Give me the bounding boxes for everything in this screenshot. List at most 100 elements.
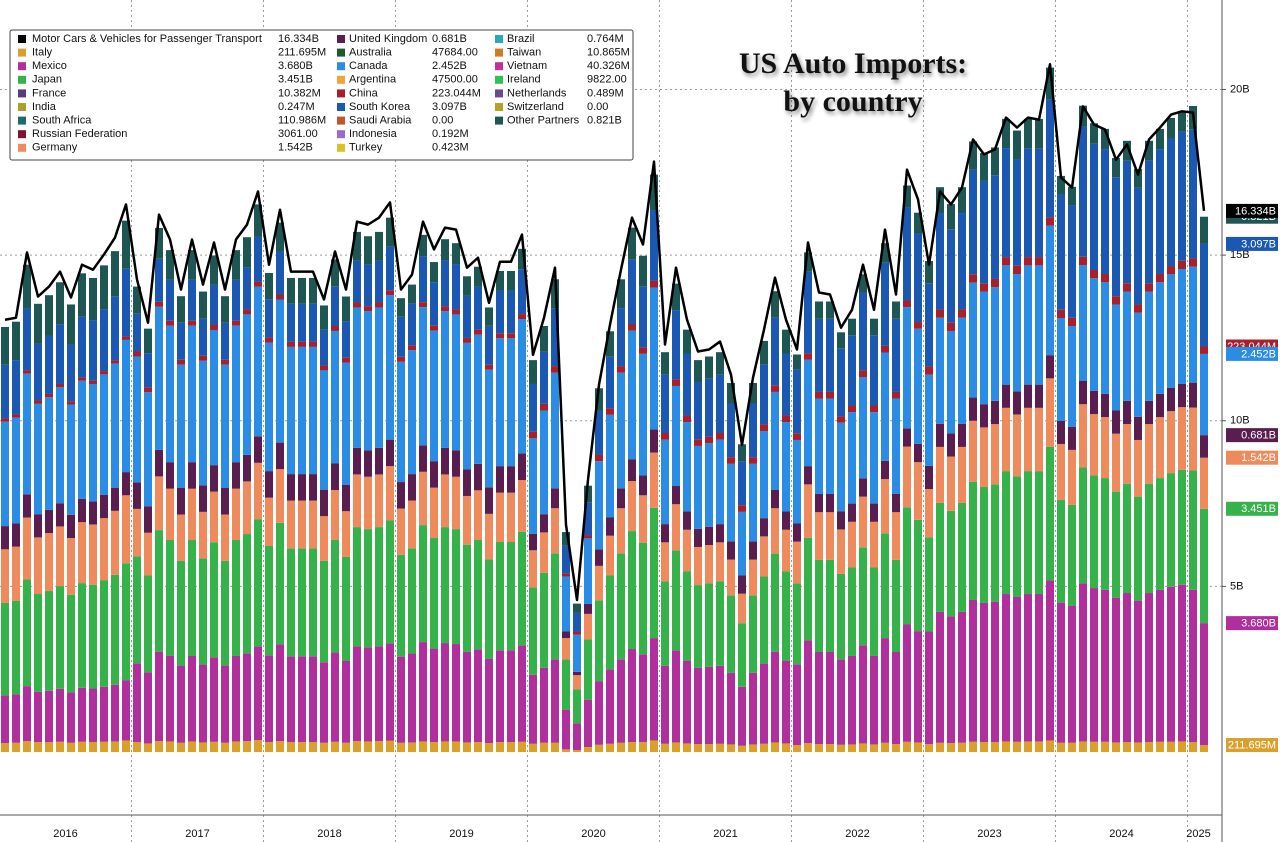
bar-segment bbox=[199, 664, 207, 743]
bar-segment bbox=[804, 640, 812, 744]
bar-segment bbox=[540, 403, 548, 411]
bar-segment bbox=[947, 229, 955, 323]
bar-segment bbox=[694, 528, 702, 547]
bar-segment bbox=[309, 500, 317, 549]
bar-segment bbox=[760, 518, 768, 537]
bar-segment bbox=[529, 743, 537, 753]
bar-segment bbox=[210, 741, 218, 753]
bar-segment bbox=[683, 415, 691, 423]
bar-segment bbox=[848, 567, 856, 656]
bar-segment bbox=[364, 306, 372, 312]
bar-segment bbox=[672, 310, 680, 380]
bar-segment bbox=[1134, 439, 1142, 497]
bar-segment bbox=[980, 742, 988, 753]
legend-label: Other Partners bbox=[507, 115, 580, 127]
bar-segment bbox=[529, 438, 537, 534]
bar-segment bbox=[826, 391, 834, 399]
bar-segment bbox=[452, 529, 460, 645]
bar-segment bbox=[23, 686, 31, 742]
bar-segment bbox=[419, 234, 427, 257]
bar-segment bbox=[551, 488, 559, 509]
bar-segment bbox=[980, 291, 988, 405]
bar-segment bbox=[760, 424, 768, 432]
bar-segment bbox=[276, 294, 284, 300]
end-label: 3.451B bbox=[1241, 503, 1276, 515]
bar-segment bbox=[375, 527, 383, 647]
bar-segment bbox=[573, 612, 581, 632]
bar-segment bbox=[430, 648, 438, 743]
bar-segment bbox=[716, 374, 724, 434]
bar-segment bbox=[793, 583, 801, 665]
bar-segment bbox=[441, 741, 449, 753]
bar-segment bbox=[914, 462, 922, 520]
bar-segment bbox=[1145, 742, 1153, 753]
bar-segment bbox=[716, 665, 724, 744]
bar-segment bbox=[969, 397, 977, 421]
legend-label: Germany bbox=[32, 142, 78, 154]
legend-value: 9822.00 bbox=[587, 74, 627, 86]
bar-segment bbox=[34, 514, 42, 538]
bar-segment bbox=[892, 398, 900, 494]
bar-segment bbox=[331, 330, 339, 464]
bar-segment bbox=[166, 655, 174, 742]
bar-segment bbox=[210, 329, 218, 466]
bar-segment bbox=[727, 403, 735, 458]
bar-segment bbox=[1123, 160, 1131, 284]
bar-segment bbox=[782, 422, 790, 512]
x-tick-label: 2025 bbox=[1186, 828, 1210, 840]
bar-segment bbox=[144, 532, 152, 576]
bar-segment bbox=[1, 549, 9, 603]
bar-segment bbox=[430, 330, 438, 462]
bar-segment bbox=[221, 359, 229, 365]
bar-segment bbox=[1200, 457, 1208, 509]
bar-segment bbox=[1002, 257, 1010, 266]
bar-segment bbox=[364, 264, 372, 307]
bar-segment bbox=[408, 303, 416, 346]
bar-segment bbox=[859, 496, 867, 548]
bar-segment bbox=[705, 583, 713, 667]
bar-segment bbox=[804, 271, 812, 354]
bar-segment bbox=[903, 624, 911, 742]
bar-segment bbox=[298, 346, 306, 475]
legend-label: South Korea bbox=[349, 101, 411, 113]
bar-segment bbox=[188, 488, 196, 541]
bar-segment bbox=[1013, 414, 1021, 477]
bar-segment bbox=[683, 660, 691, 744]
bar-segment bbox=[210, 255, 218, 285]
bar-segment bbox=[1079, 126, 1087, 257]
bar-segment bbox=[826, 301, 834, 319]
bar-segment bbox=[793, 433, 801, 440]
bar-segment bbox=[771, 291, 779, 318]
bar-segment bbox=[199, 360, 207, 486]
bar-segment bbox=[870, 412, 878, 504]
bar-segment bbox=[78, 316, 86, 378]
bar-segment bbox=[782, 329, 790, 354]
bar-segment bbox=[749, 595, 757, 673]
bar-segment bbox=[760, 364, 768, 425]
bar-segment bbox=[353, 447, 361, 475]
bar-segment bbox=[1090, 270, 1098, 279]
bar-segment bbox=[364, 450, 372, 477]
bar-segment bbox=[1090, 414, 1098, 476]
bar-segment bbox=[122, 268, 130, 337]
bar-segment bbox=[628, 227, 636, 260]
bar-segment bbox=[463, 495, 471, 545]
bar-segment bbox=[276, 442, 284, 470]
bar-segment bbox=[848, 744, 856, 753]
bar-segment bbox=[1178, 383, 1186, 408]
bar-segment bbox=[254, 281, 262, 287]
legend-marker bbox=[337, 62, 345, 71]
bar-segment bbox=[1200, 243, 1208, 347]
bar-segment bbox=[133, 556, 141, 664]
bar-segment bbox=[672, 486, 680, 505]
bar-segment bbox=[485, 325, 493, 365]
bar-segment bbox=[958, 502, 966, 612]
legend-value: 2.452B bbox=[432, 60, 467, 72]
bar-segment bbox=[617, 308, 625, 367]
bar-segment bbox=[419, 256, 427, 303]
bar-segment bbox=[793, 664, 801, 746]
legend-value: 1.542B bbox=[278, 142, 313, 154]
bar-segment bbox=[815, 559, 823, 652]
bar-segment bbox=[122, 680, 130, 741]
bar-segment bbox=[177, 514, 185, 561]
